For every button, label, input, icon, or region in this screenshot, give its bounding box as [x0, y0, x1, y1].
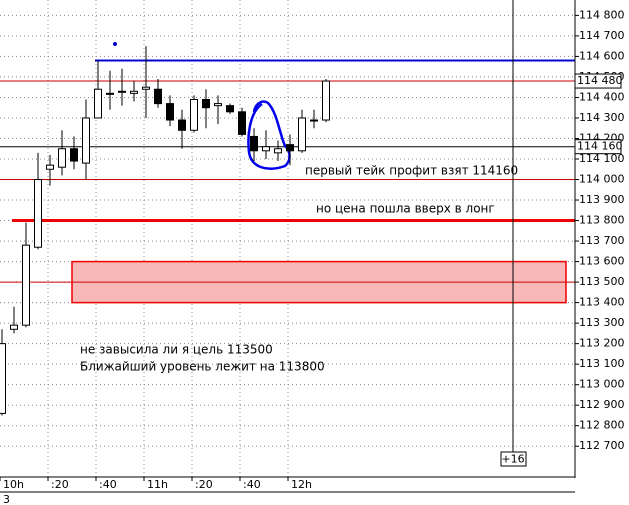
candle-body — [0, 343, 6, 414]
candle-body — [46, 164, 54, 170]
y-tick-label: 113 000 — [579, 378, 625, 391]
candle-body — [166, 103, 174, 121]
annotation: первый тейк профит взят 114160 — [305, 164, 518, 178]
cursor-label: +16 — [501, 453, 524, 466]
y-tick-label: 114 800 — [579, 8, 625, 21]
candle-body — [70, 148, 78, 162]
annotation: но цена пошла вверх в лонг — [316, 202, 495, 216]
annotation: не завысила ли я цель 113500 — [80, 343, 273, 357]
y-tick-label: 113 700 — [579, 234, 625, 247]
candle-body — [58, 148, 66, 168]
candle-body — [226, 105, 234, 113]
y-tick-label: 112 700 — [579, 439, 625, 452]
y-tick-label: 112 900 — [579, 398, 625, 411]
candle-body — [190, 99, 198, 131]
y-tick-label: 113 200 — [579, 337, 625, 350]
y-tick-label: 112 800 — [579, 419, 625, 432]
y-tick-label: 113 800 — [579, 214, 625, 227]
candle-body — [94, 88, 102, 119]
x-tick-label: 10h — [3, 478, 24, 491]
y-tick-label: 114 100 — [579, 152, 625, 165]
candle-body — [274, 148, 282, 154]
candle-body — [310, 119, 318, 122]
y-tick-label: 114 400 — [579, 90, 625, 103]
candle-body — [250, 135, 258, 152]
candle-body — [262, 146, 270, 152]
y-tick-label: 113 600 — [579, 255, 625, 268]
y-tick-label: 114 300 — [579, 111, 625, 124]
x-tick-label: :20 — [51, 478, 69, 491]
y-tick-label: 114 700 — [579, 29, 625, 42]
candle-body — [82, 117, 90, 164]
candle-body — [106, 92, 114, 95]
annotation: Ближайший уровень лежит на 113800 — [80, 360, 325, 374]
price-label-box — [574, 139, 622, 155]
y-tick-label: 113 900 — [579, 193, 625, 206]
bottom-label: 3 — [3, 493, 10, 505]
y-tick-label: 113 500 — [579, 275, 625, 288]
x-tick-label: :40 — [243, 478, 261, 491]
candle-body — [286, 144, 294, 152]
candle-body — [178, 119, 186, 131]
price-label-box — [574, 73, 622, 89]
y-tick-label: 113 100 — [579, 357, 625, 370]
x-tick-label: 12h — [291, 478, 312, 491]
candle-body — [34, 179, 42, 248]
y-tick-label: 114 600 — [579, 49, 625, 62]
candle-body — [10, 324, 18, 330]
x-tick-label: :40 — [99, 478, 117, 491]
candle-body — [130, 90, 138, 94]
price-label: 114 160 — [577, 140, 623, 153]
candle-body — [322, 80, 330, 121]
candle-body — [142, 86, 150, 90]
candle-body — [154, 88, 162, 105]
candle-body — [22, 244, 30, 326]
y-tick-label: 114 000 — [579, 173, 625, 186]
candle-body — [202, 99, 210, 109]
x-tick-label: :20 — [195, 478, 213, 491]
x-tick-label: 11h — [147, 478, 168, 491]
candle-body — [118, 90, 126, 93]
y-tick-label: 113 300 — [579, 316, 625, 329]
y-tick-label: 113 400 — [579, 296, 625, 309]
price-label: 114 480 — [577, 74, 623, 87]
cursor-box — [500, 451, 527, 467]
candle-body — [214, 103, 222, 107]
blue-dot — [113, 42, 117, 46]
candle-body — [298, 117, 306, 152]
candle-body — [238, 111, 246, 135]
